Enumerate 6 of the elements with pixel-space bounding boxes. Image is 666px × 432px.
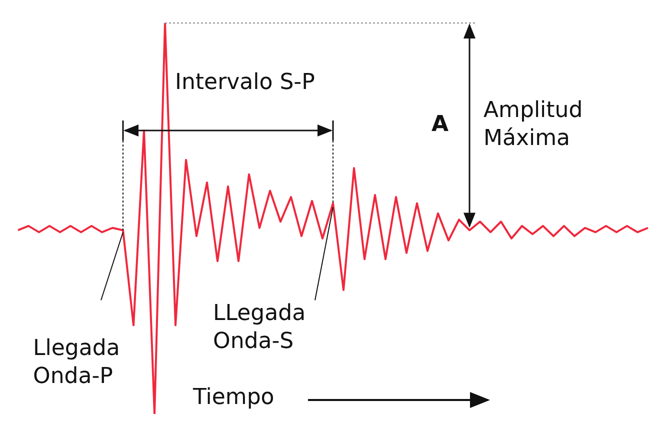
annotation: Amplitud Máxima bbox=[484, 96, 584, 153]
annotation: Tiempo bbox=[193, 384, 276, 412]
annotation: LLegada Onda-S bbox=[213, 300, 307, 356]
annotation: A bbox=[432, 110, 450, 139]
annotation: Llegada Onda-P bbox=[33, 335, 121, 392]
annotation: Intervalo S-P bbox=[175, 68, 316, 97]
